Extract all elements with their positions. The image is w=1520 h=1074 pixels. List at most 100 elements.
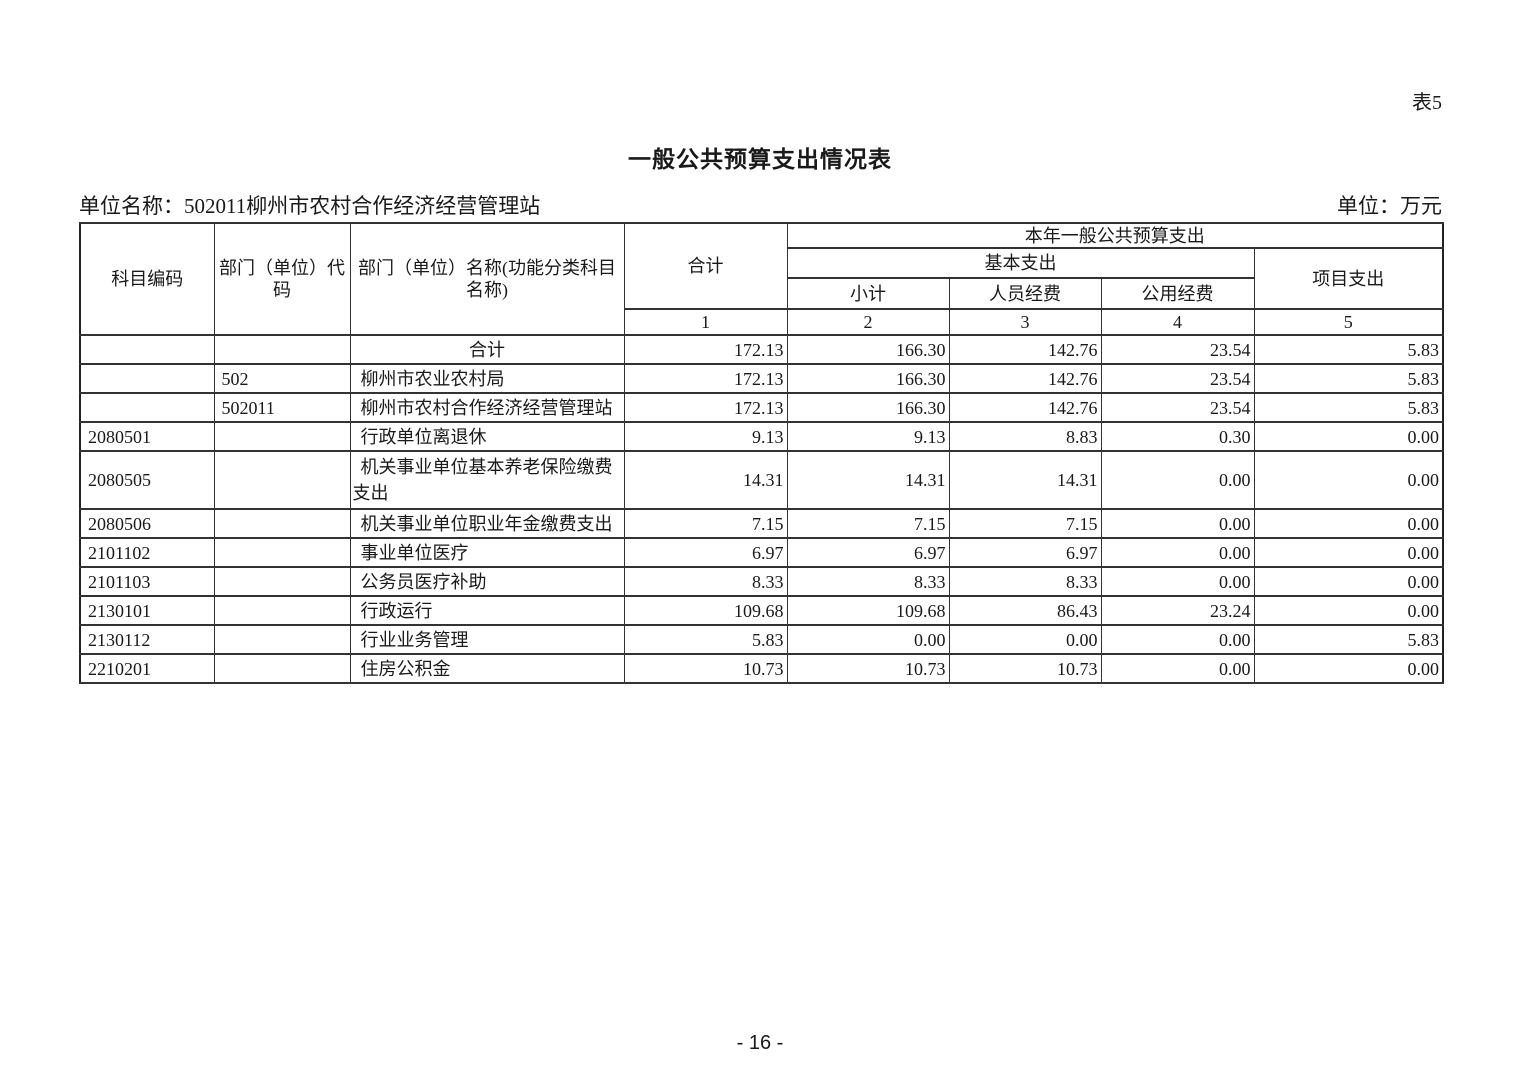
header-column-numbers: 1 2 3 4 5 [80,308,1444,336]
cell-subject-code: 2080506 [79,508,215,539]
cell-subject-code: 2080505 [79,450,215,510]
header-personnel: 人员经费 [948,277,1102,310]
cell-subtotal: 8.33 [786,566,950,597]
cell-public: 0.30 [1100,421,1255,452]
cell-subject-code [79,334,215,365]
cell-dept-code: 502 [213,363,351,394]
cell-dept-code [213,450,351,510]
cell-subtotal: 166.30 [786,334,950,365]
table-row: 2210201 住房公积金 10.73 10.73 10.73 0.00 0.0… [79,653,1444,684]
col-number-2: 2 [786,308,950,336]
cell-project: 0.00 [1253,508,1444,539]
cell-personnel: 142.76 [948,392,1102,423]
cell-project: 0.00 [1253,566,1444,597]
cell-subject-code: 2101102 [79,537,215,568]
cell-public: 23.24 [1100,595,1255,626]
cell-dept-code [213,537,351,568]
cell-public: 0.00 [1100,508,1255,539]
table-row: 2130101 行政运行 109.68 109.68 86.43 23.24 0… [79,595,1444,626]
header-basic-expenditure: 基本支出 [786,247,1255,279]
cell-total: 172.13 [623,363,788,394]
cell-subtotal: 166.30 [786,392,950,423]
cell-personnel: 142.76 [948,334,1102,365]
cell-total: 14.31 [623,450,788,510]
cell-name: 柳州市农村合作经济经营管理站 [349,392,625,423]
header-project-expenditure: 项目支出 [1253,247,1444,310]
sheet-label: 表5 [1412,92,1442,114]
cell-subtotal: 0.00 [786,624,950,655]
cell-subject-code: 2210201 [79,653,215,684]
cell-total: 10.73 [623,653,788,684]
cell-personnel: 142.76 [948,363,1102,394]
header-subject-code: 科目编码 [79,222,215,336]
header-total: 合计 [623,222,788,310]
cell-total: 5.83 [623,624,788,655]
cell-subtotal: 109.68 [786,595,950,626]
cell-personnel: 86.43 [948,595,1102,626]
cell-dept-code: 502011 [213,392,351,423]
cell-public: 23.54 [1100,363,1255,394]
cell-name: 住房公积金 [349,653,625,684]
cell-name: 公务员医疗补助 [349,566,625,597]
table-row: 2080506 机关事业单位职业年金缴费支出 7.15 7.15 7.15 0.… [79,508,1444,539]
cell-public: 0.00 [1100,624,1255,655]
cell-subject-code: 2130101 [79,595,215,626]
cell-personnel: 7.15 [948,508,1102,539]
cell-dept-code [213,653,351,684]
unit-name-label: 单位名称：502011柳州市农村合作经济经营管理站 [79,194,541,218]
cell-public: 0.00 [1100,537,1255,568]
header-row-2: 基本支出 项目支出 [80,247,1444,310]
cell-total: 9.13 [623,421,788,452]
header-row-3: 小计 人员经费 公用经费 [80,277,1443,310]
cell-name: 机关事业单位基本养老保险缴费支出 [349,450,625,510]
cell-name: 行业业务管理 [349,624,625,655]
cell-name: 合计 [349,334,625,365]
cell-project: 5.83 [1253,334,1444,365]
table-row-total: 合计 172.13 166.30 142.76 23.54 5.83 [79,334,1444,365]
header-dept-code: 部门（单位）代码 [213,222,351,336]
cell-subject-code [79,363,215,394]
cell-personnel: 0.00 [948,624,1102,655]
col-number-5: 5 [1253,308,1444,336]
cell-project: 5.83 [1253,363,1444,394]
unit-measure-label: 单位：万元 [1337,194,1442,218]
table-row: 2130112 行业业务管理 5.83 0.00 0.00 0.00 5.83 [79,624,1444,655]
cell-total: 172.13 [623,392,788,423]
cell-total: 109.68 [623,595,788,626]
cell-project: 0.00 [1253,653,1444,684]
header-dept-name: 部门（单位）名称(功能分类科目名称) [349,222,625,336]
cell-dept-code [213,334,351,365]
cell-public: 0.00 [1100,566,1255,597]
cell-subject-code: 2101103 [79,566,215,597]
cell-personnel: 14.31 [948,450,1102,510]
cell-subtotal: 7.15 [786,508,950,539]
cell-project: 0.00 [1253,537,1444,568]
table-row: 2080501 行政单位离退休 9.13 9.13 8.83 0.30 0.00 [79,421,1444,452]
cell-public: 23.54 [1100,392,1255,423]
cell-personnel: 6.97 [948,537,1102,568]
table-row: 502011 柳州市农村合作经济经营管理站 172.13 166.30 142.… [79,392,1444,423]
page-number: - 16 - [736,1032,784,1054]
cell-name: 柳州市农业农村局 [349,363,625,394]
cell-total: 6.97 [623,537,788,568]
cell-dept-code [213,421,351,452]
cell-subtotal: 166.30 [786,363,950,394]
table-row: 2101103 公务员医疗补助 8.33 8.33 8.33 0.00 0.00 [79,566,1444,597]
cell-subtotal: 14.31 [786,450,950,510]
col-number-4: 4 [1100,308,1255,336]
cell-total: 172.13 [623,334,788,365]
cell-name: 行政单位离退休 [349,421,625,452]
cell-subtotal: 10.73 [786,653,950,684]
col-number-3: 3 [948,308,1102,336]
cell-dept-code [213,595,351,626]
header-public: 公用经费 [1100,277,1255,310]
budget-expenditure-table: 科目编码 部门（单位）代码 部门（单位）名称(功能分类科目名称) 合计 本年一般… [79,222,1444,684]
header-subtotal: 小计 [786,277,950,310]
cell-dept-code [213,508,351,539]
cell-personnel: 8.83 [948,421,1102,452]
cell-total: 8.33 [623,566,788,597]
info-line: 单位名称：502011柳州市农村合作经济经营管理站 单位：万元 [79,190,1442,220]
cell-name: 行政运行 [349,595,625,626]
header-current-year-expenditure: 本年一般公共预算支出 [786,222,1444,249]
cell-project: 0.00 [1253,450,1444,510]
